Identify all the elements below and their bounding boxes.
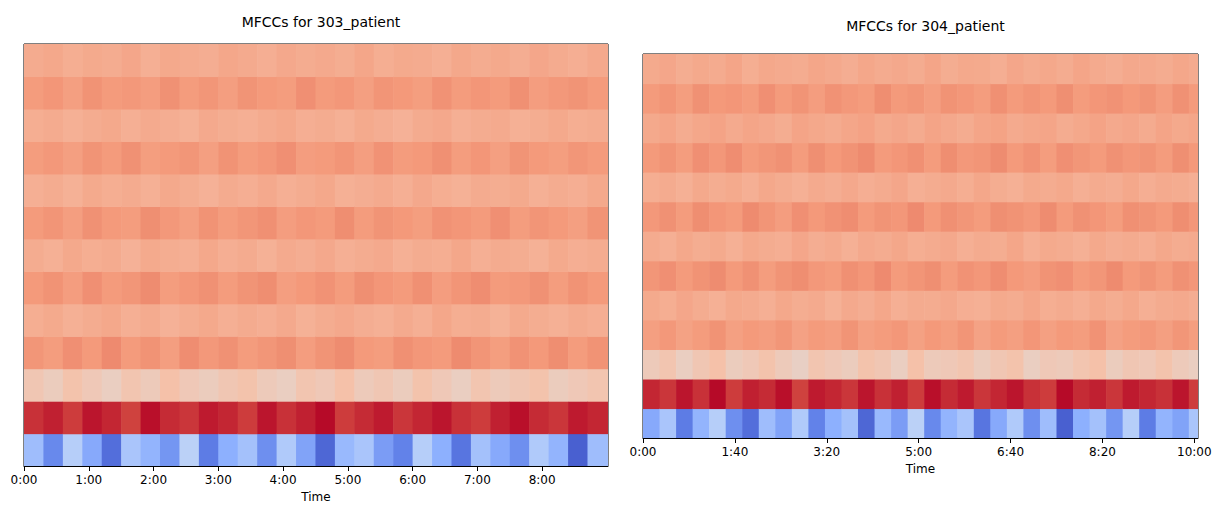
- svg-text:5:00: 5:00: [905, 445, 932, 459]
- svg-text:6:00: 6:00: [399, 473, 426, 487]
- svg-text:1:00: 1:00: [75, 473, 102, 487]
- svg-text:0:00: 0:00: [11, 473, 38, 487]
- svg-text:5:00: 5:00: [334, 473, 361, 487]
- svg-text:4:00: 4:00: [270, 473, 297, 487]
- svg-text:MFCCs for 303_patient: MFCCs for 303_patient: [242, 14, 401, 30]
- svg-text:8:00: 8:00: [529, 473, 556, 487]
- svg-text:6:40: 6:40: [997, 445, 1024, 459]
- svg-text:7:00: 7:00: [464, 473, 491, 487]
- svg-text:3:20: 3:20: [813, 445, 840, 459]
- svg-text:10:00: 10:00: [1177, 445, 1212, 459]
- svg-text:Time: Time: [905, 462, 935, 476]
- svg-text:MFCCs for 304_patient: MFCCs for 304_patient: [846, 18, 1005, 34]
- svg-text:2:00: 2:00: [140, 473, 167, 487]
- svg-text:8:20: 8:20: [1089, 445, 1116, 459]
- svg-text:3:00: 3:00: [205, 473, 232, 487]
- svg-text:Time: Time: [300, 490, 330, 504]
- svg-text:0:00: 0:00: [630, 445, 657, 459]
- svg-text:1:40: 1:40: [721, 445, 748, 459]
